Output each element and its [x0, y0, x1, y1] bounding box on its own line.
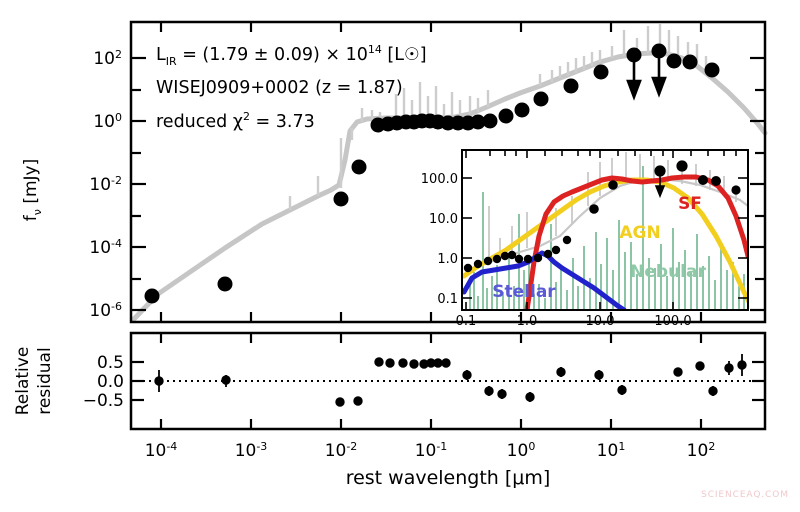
data-point: [351, 159, 367, 175]
ytick-mantissa: 10: [93, 49, 115, 69]
svg-text:100.0: 100.0: [654, 314, 691, 329]
ytick-mantissa: 10: [89, 301, 111, 321]
svg-text:100.0: 100.0: [421, 172, 458, 187]
main-x-axis-label: rest wavelength [μm]: [346, 467, 551, 489]
upper-limit-point: [651, 43, 667, 59]
inset-panel: Stellar AGN SF Nebular: [421, 149, 749, 329]
y-label-f: f: [21, 214, 41, 221]
data-point: [217, 276, 233, 292]
annotation-block: LIR = (1.79 ± 0.09) × 1014 [L☉] WISEJ090…: [156, 43, 427, 132]
svg-text:10-6: 10-6: [89, 300, 122, 321]
svg-text:0.1: 0.1: [437, 292, 458, 307]
data-point: [533, 91, 549, 107]
data-point: [514, 102, 530, 118]
upper-limit-point: [626, 47, 642, 63]
ytick-exponent: -4: [111, 237, 122, 250]
svg-text:10-3: 10-3: [235, 440, 268, 461]
inset-label-agn: AGN: [619, 223, 660, 243]
inset-frame: [461, 149, 749, 311]
ytick-exponent: -6: [111, 300, 122, 313]
main-y-ticks: [131, 56, 765, 312]
residual-y-tick-labels: 0.5 0.0 −0.5: [83, 353, 124, 411]
data-point: [482, 113, 498, 129]
ytick-exponent: -2: [111, 174, 122, 187]
main-x-ticks: [159, 22, 703, 322]
photometry-points: [144, 43, 720, 304]
residual-y-label-line1: Relative: [13, 347, 33, 416]
svg-text:0.0: 0.0: [97, 372, 124, 392]
y-label-unit: [mJy]: [21, 159, 41, 209]
residual-y-label-line2: residual: [35, 347, 55, 414]
data-point: [704, 62, 720, 78]
ytick-exponent: 2: [115, 48, 122, 61]
data-point: [144, 288, 160, 304]
svg-text:102: 102: [687, 440, 716, 461]
data-point: [333, 191, 349, 207]
inset-upper-limit-arrow: [654, 176, 666, 199]
chi2-annotation: reduced χ2 = 3.73: [156, 110, 315, 132]
data-point: [470, 114, 486, 130]
main-panel-frame: [129, 20, 767, 324]
data-point: [498, 108, 514, 124]
svg-text:10-4: 10-4: [145, 440, 178, 461]
svg-text:100: 100: [93, 111, 122, 132]
inset-label-sf: SF: [678, 194, 702, 214]
svg-text:10.0: 10.0: [429, 212, 458, 227]
y-label-nu: ν: [31, 209, 44, 215]
lir-annotation: LIR = (1.79 ± 0.09) × 1014 [L☉]: [156, 43, 427, 68]
data-point: [682, 54, 698, 70]
svg-text:10-1: 10-1: [415, 440, 448, 461]
inset-x-tick-labels: 0.1 1.0 10.0 100.0: [456, 314, 692, 329]
data-point: [593, 64, 609, 80]
svg-text:10.0: 10.0: [586, 314, 615, 329]
svg-text:10-2: 10-2: [325, 440, 358, 461]
inset-y-tick-labels: 100.0 10.0 1.0 0.1: [421, 172, 458, 307]
svg-text:−0.5: −0.5: [83, 391, 124, 411]
inset-ticks: [462, 150, 748, 310]
watermark: SCIENCEAQ.COM: [701, 490, 789, 500]
ytick-exponent: 0: [115, 111, 122, 124]
svg-text:10-4: 10-4: [89, 237, 122, 258]
svg-text:10-2: 10-2: [89, 174, 122, 195]
inset-stellar-curve: [463, 250, 627, 309]
ytick-mantissa: 10: [93, 112, 115, 132]
data-point: [563, 78, 579, 94]
inset-photometry-points: [463, 160, 741, 273]
ytick-mantissa: 10: [89, 175, 111, 195]
residual-points: [154, 354, 747, 407]
main-x-tick-labels: 10-4 10-3 10-2 10-1 100 101 102: [145, 440, 716, 461]
main-y-tick-labels: 102 100 10-2 10-4 10-6: [89, 48, 122, 321]
svg-text:0.1: 0.1: [456, 314, 477, 329]
svg-text:102: 102: [93, 48, 122, 69]
data-point: [666, 53, 682, 69]
inset-label-stellar: Stellar: [492, 282, 556, 302]
svg-text:0.5: 0.5: [97, 353, 124, 373]
main-y-axis-label: fν [mJy]: [21, 159, 44, 221]
ytick-mantissa: 10: [89, 238, 111, 258]
residual-panel: 0.5 0.0 −0.5 Relative residual: [13, 331, 767, 431]
inset-label-nebular: Nebular: [630, 262, 706, 282]
svg-text:1.0: 1.0: [517, 314, 538, 329]
residual-ticks: [131, 333, 765, 429]
svg-text:101: 101: [597, 440, 626, 461]
svg-text:1.0: 1.0: [437, 252, 458, 267]
svg-text:100: 100: [507, 440, 536, 461]
upper-limit-arrows: [626, 56, 667, 101]
main-panel: 102 100 10-2 10-4 10-6 fν [mJy] LIR = (1…: [21, 20, 768, 324]
source-annotation: WISEJ0909+0002 (z = 1.87): [156, 78, 403, 98]
